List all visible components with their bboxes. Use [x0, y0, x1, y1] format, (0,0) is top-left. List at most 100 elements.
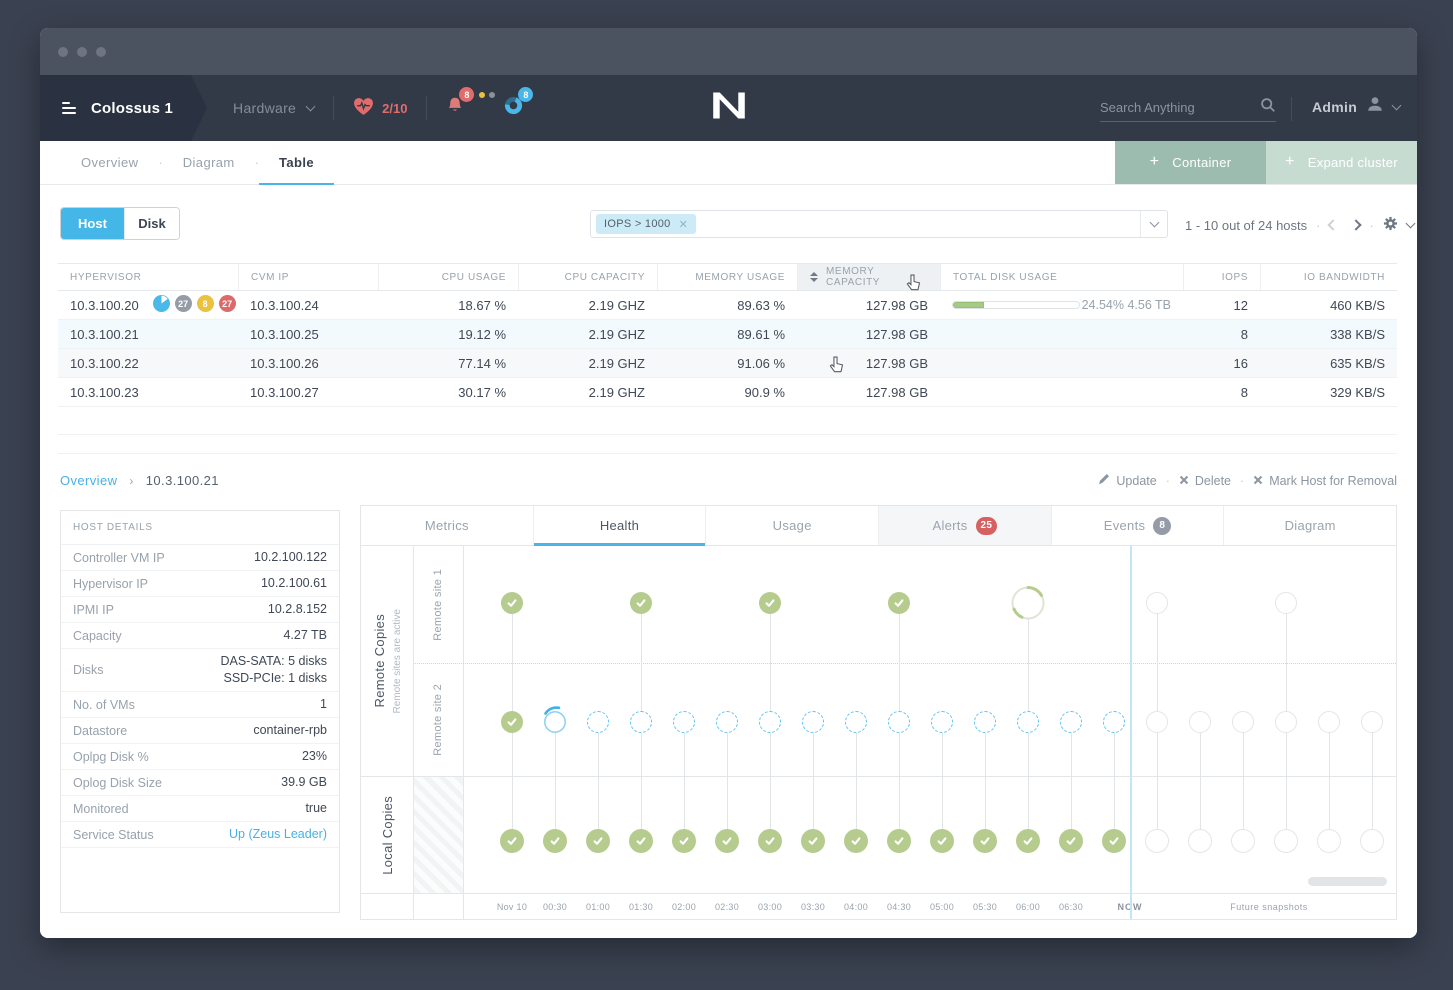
count-badge[interactable]: 27: [174, 295, 192, 312]
snapshot-complete[interactable]: [672, 829, 696, 853]
snapshot-future[interactable]: [1189, 711, 1211, 733]
column-header-total-disk-usage[interactable]: TOTAL DISK USAGE: [940, 264, 1183, 290]
detail-tab-metrics[interactable]: Metrics: [361, 506, 533, 545]
snapshot-pending[interactable]: [630, 711, 652, 733]
snapshot-future[interactable]: [1275, 711, 1297, 733]
table-row-host-10.3.100.20[interactable]: 10.3.100.20 27 8 27 10.3.100.24 18.67 % 2.19 G…: [58, 291, 1397, 320]
timeline-scrollbar[interactable]: [1308, 877, 1387, 886]
snapshot-future[interactable]: [1146, 711, 1168, 733]
remove-filter-icon[interactable]: ✕: [678, 218, 689, 231]
snapshot-complete[interactable]: [888, 592, 910, 614]
count-badge[interactable]: 27: [218, 295, 236, 312]
snapshot-complete[interactable]: [630, 592, 652, 614]
snapshot-complete[interactable]: [759, 592, 781, 614]
snapshot-complete[interactable]: [1059, 829, 1083, 853]
snapshot-in-progress-large[interactable]: [1009, 584, 1047, 622]
detail-value[interactable]: Up (Zeus Leader): [229, 827, 327, 841]
column-header-cpu-usage[interactable]: CPU USAGE: [378, 264, 518, 290]
detail-tab-diagram[interactable]: Diagram: [1223, 506, 1396, 545]
snapshot-complete[interactable]: [1016, 829, 1040, 853]
snapshot-in-progress[interactable]: [544, 706, 566, 733]
window-dot-1[interactable]: [58, 46, 68, 57]
snapshot-complete[interactable]: [1102, 829, 1126, 853]
snapshot-pending[interactable]: [974, 711, 996, 733]
chevron-down-icon[interactable]: [1405, 218, 1416, 229]
search-icon[interactable]: [1260, 97, 1276, 118]
progress-pie-icon[interactable]: [152, 295, 170, 315]
snapshot-pending[interactable]: [802, 711, 824, 733]
search-box[interactable]: Search Anything: [1100, 94, 1276, 122]
segment-disk[interactable]: Disk: [124, 208, 179, 239]
snapshot-pending[interactable]: [931, 711, 953, 733]
mark-host-for-removal-link[interactable]: Mark Host for Removal: [1253, 474, 1397, 488]
table-row-host-10.3.100.23[interactable]: 10.3.100.23 10.3.100.27 30.17 % 2.19 GHZ 90.…: [58, 378, 1397, 407]
snapshot-complete[interactable]: [758, 829, 782, 853]
snapshot-future[interactable]: [1318, 711, 1340, 733]
column-header-memory-usage[interactable]: MEMORY USAGE: [657, 264, 797, 290]
detail-tab-events[interactable]: Events 8: [1050, 506, 1224, 545]
snapshot-pending[interactable]: [888, 711, 910, 733]
column-header-cvm-ip[interactable]: CVM IP: [238, 264, 378, 290]
window-dot-2[interactable]: [77, 46, 87, 57]
detail-tab-health[interactable]: Health: [532, 506, 706, 546]
snapshot-future[interactable]: [1146, 592, 1168, 614]
gear-icon[interactable]: [1383, 216, 1398, 234]
snapshot-complete[interactable]: [586, 829, 610, 853]
next-page-icon[interactable]: [1350, 219, 1363, 231]
snapshot-pending[interactable]: [587, 711, 609, 733]
snapshot-future[interactable]: [1145, 829, 1169, 853]
snapshot-pending[interactable]: [1060, 711, 1082, 733]
snapshot-complete[interactable]: [500, 829, 524, 853]
snapshot-pending[interactable]: [845, 711, 867, 733]
snapshot-complete[interactable]: [930, 829, 954, 853]
column-header-io-bandwidth[interactable]: IO BANDWIDTH: [1260, 264, 1397, 290]
update-link[interactable]: Update: [1098, 473, 1157, 488]
filter-input[interactable]: IOPS > 1000 ✕: [590, 210, 1168, 238]
delete-link[interactable]: Delete: [1179, 474, 1231, 488]
column-header-hypervisor[interactable]: HYPERVISOR: [58, 264, 238, 290]
window-dot-3[interactable]: [96, 46, 106, 57]
expand-cluster-button[interactable]: + Expand cluster: [1266, 141, 1417, 184]
column-header-memory-capacity[interactable]: MEMORY CAPACITY: [797, 264, 940, 290]
snapshot-future[interactable]: [1232, 711, 1254, 733]
snapshot-future[interactable]: [1317, 829, 1341, 853]
menu-icon[interactable]: [62, 99, 76, 117]
hardware-menu[interactable]: Hardware: [233, 100, 316, 116]
container-button[interactable]: + Container: [1115, 141, 1266, 184]
column-header-cpu-capacity[interactable]: CPU CAPACITY: [518, 264, 657, 290]
snapshot-complete[interactable]: [715, 829, 739, 853]
health-indicator[interactable]: 2/10: [353, 97, 407, 119]
snapshot-pending[interactable]: [759, 711, 781, 733]
table-row-host-10.3.100.21[interactable]: 10.3.100.21 10.3.100.25 19.12 % 2.19 GHZ 89.…: [58, 320, 1397, 349]
search-input[interactable]: Search Anything: [1100, 100, 1195, 115]
alerts-indicator[interactable]: 8: [446, 87, 498, 125]
snapshot-future[interactable]: [1188, 829, 1212, 853]
tab-diagram[interactable]: Diagram: [182, 155, 235, 170]
snapshot-future[interactable]: [1275, 592, 1297, 614]
detail-tab-usage[interactable]: Usage: [705, 506, 878, 545]
cluster-selector[interactable]: Colossus 1: [40, 75, 207, 141]
detail-tab-alerts[interactable]: Alerts 25: [878, 506, 1051, 545]
tasks-indicator[interactable]: 8: [504, 87, 550, 125]
prev-page-icon[interactable]: [1327, 219, 1340, 231]
table-row-host-10.3.100.22[interactable]: 10.3.100.22 10.3.100.26 77.14 % 2.19 GHZ 91.…: [58, 349, 1397, 378]
snapshot-complete[interactable]: [501, 592, 523, 614]
tab-table[interactable]: Table: [259, 141, 335, 186]
tab-overview[interactable]: Overview: [81, 155, 139, 170]
segment-host[interactable]: Host: [61, 208, 124, 239]
column-header-iops[interactable]: IOPS: [1183, 264, 1260, 290]
user-menu[interactable]: Admin: [1312, 95, 1402, 118]
snapshot-future[interactable]: [1274, 829, 1298, 853]
filter-dropdown-button[interactable]: [1140, 211, 1167, 237]
snapshot-pending[interactable]: [673, 711, 695, 733]
snapshot-complete[interactable]: [801, 829, 825, 853]
snapshot-complete[interactable]: [501, 711, 523, 733]
snapshot-complete[interactable]: [887, 829, 911, 853]
snapshot-complete[interactable]: [543, 829, 567, 853]
count-badge[interactable]: 8: [196, 295, 214, 312]
snapshot-pending[interactable]: [716, 711, 738, 733]
snapshot-complete[interactable]: [973, 829, 997, 853]
snapshot-future[interactable]: [1231, 829, 1255, 853]
snapshot-future[interactable]: [1361, 711, 1383, 733]
snapshot-complete[interactable]: [844, 829, 868, 853]
